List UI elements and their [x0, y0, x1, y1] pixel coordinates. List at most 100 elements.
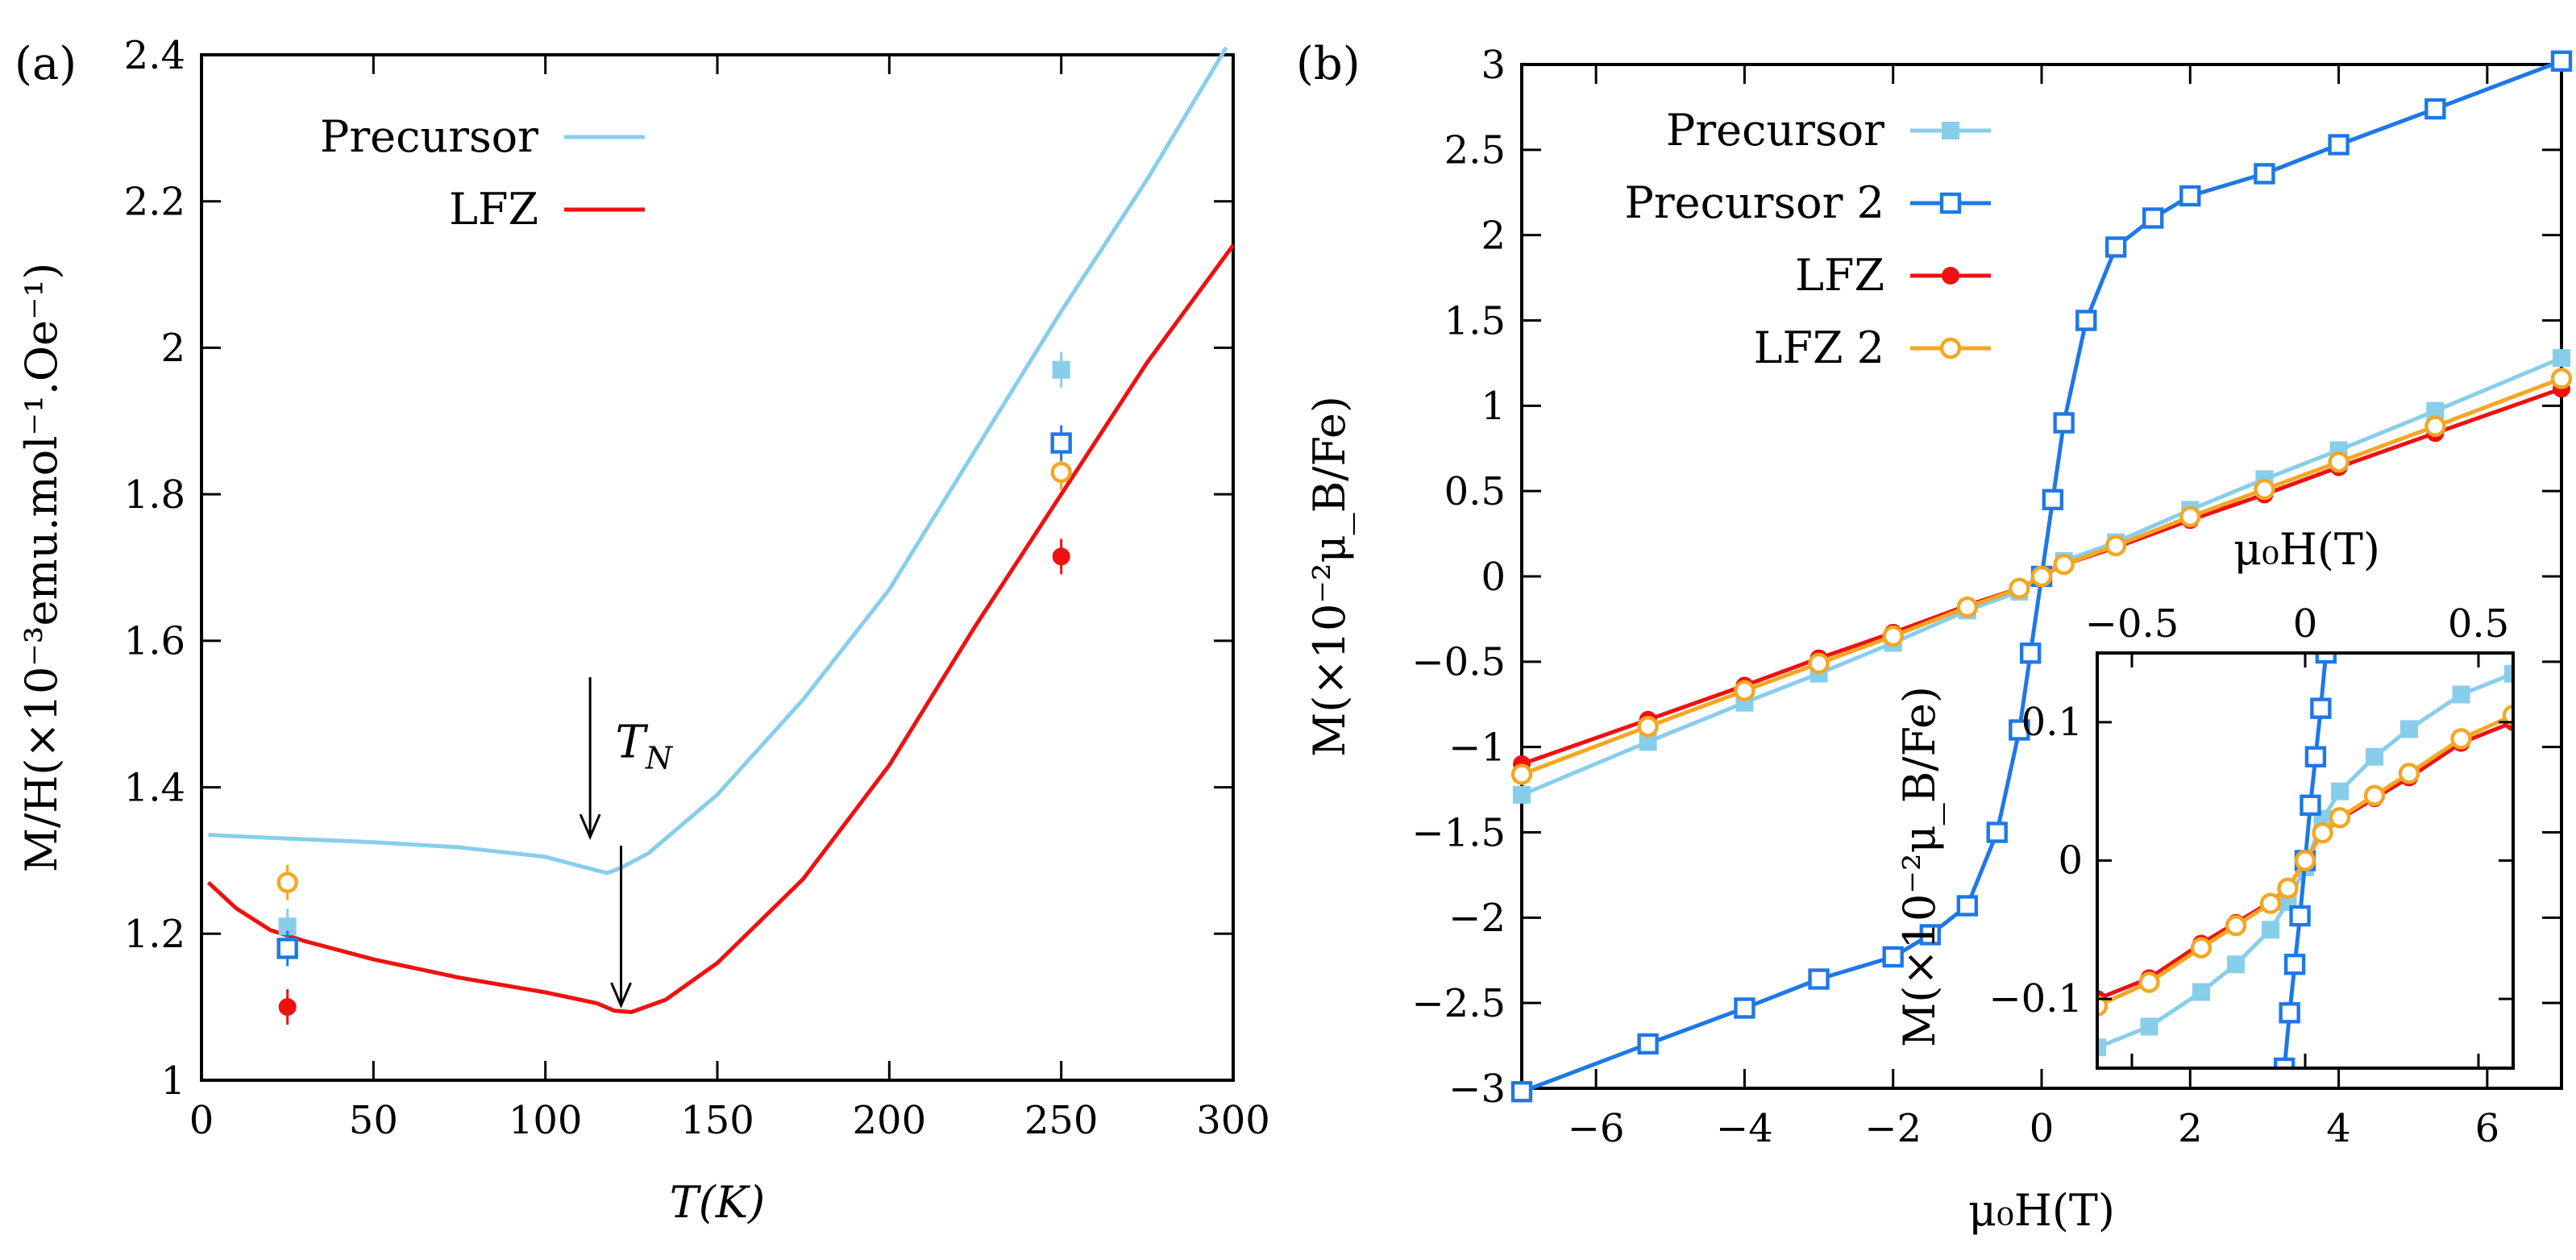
panel-b-xtick-label-4: 2 [2178, 1106, 2203, 1151]
panel-b-ytick-label-3: −1.5 [1411, 810, 1506, 855]
panel-b-ytick-label-11: 2.5 [1444, 128, 1506, 173]
inset-point-lfz-2-3 [2225, 914, 2247, 937]
panel-a-xtick-label-3: 150 [680, 1098, 754, 1143]
panel-b-point-lfz-2-1 [1637, 716, 1659, 738]
inset-xlabel: μ₀H(T) [2233, 524, 2380, 575]
panel-b-point-lfz-2-4 [1882, 625, 1904, 647]
panel-b-point-precursor-2-1 [1637, 1033, 1659, 1055]
panel-b-ytick-label-4: −1 [1448, 725, 1506, 770]
panel-b-point-precursor-2-8 [2009, 719, 2030, 741]
inset-point-lfz-2-10 [2398, 763, 2420, 784]
panel-b-legend-lfz: LFZ [1795, 250, 1884, 301]
tn-arrow-head-1 [610, 982, 632, 1008]
panel-b-point-precursor-13 [2426, 401, 2445, 420]
panel-b-ytick-label-10: 2 [1481, 213, 1506, 258]
inset-ytick-label-1: 0 [2058, 838, 2083, 884]
panel-a-xtick-label-2: 100 [509, 1098, 583, 1143]
inset-point-lfz-2-6 [2294, 850, 2316, 871]
panel-b-point-precursor-2-4 [1882, 946, 1904, 968]
inset-point-lfz-2-11 [2450, 728, 2472, 750]
panel-b-point-precursor-2-5 [1919, 924, 1941, 946]
tn-label: TN [615, 716, 673, 776]
panel-b-point-lfz-2-12 [2328, 451, 2350, 473]
panel-b-point-precursor-2-17 [2254, 163, 2275, 185]
panel-b-point-precursor-2-2 [1734, 997, 1755, 1019]
inset-point-precursor-11 [2452, 685, 2470, 704]
inset-ylabel: M(×10⁻²μ_B/Fe) [1894, 686, 1945, 1047]
panel-b-point-precursor-2-15 [2142, 207, 2164, 229]
panel-a-label: (a) [15, 38, 77, 90]
inset-point-precursor-2-1 [2279, 1002, 2300, 1024]
panel-b-point-precursor-0 [1513, 785, 1531, 804]
inset-point-precursor-2 [2192, 983, 2210, 1001]
panel-b-ytick-label-2: −2 [1448, 896, 1506, 941]
panel-b-point-precursor-2-6 [1956, 895, 1979, 917]
panel-b-point-lfz-2-2 [1734, 680, 1755, 702]
panel-a-legend-precursor: Precursor [320, 111, 538, 162]
inset-point-lfz-2-0 [2097, 995, 2109, 1017]
panel-a-frame [200, 53, 1235, 1082]
inset-point-precursor-2-8 [2315, 653, 2337, 664]
panel-b-point-lfz-2-8 [2053, 553, 2075, 576]
panel-b-point-precursor-2-12 [2053, 412, 2075, 434]
inset-point-lfz-2-9 [2363, 784, 2386, 807]
inset-point-lfz-2-2 [2190, 937, 2212, 959]
inset-point-precursor-1 [2140, 1017, 2158, 1036]
panel-b-point-lfz-2-9 [2104, 534, 2127, 557]
panel-a-xtick-label-5: 250 [1024, 1098, 1099, 1143]
inset-point-lfz-2-12 [2502, 705, 2513, 726]
panel-b-point-precursor-2-20 [2550, 50, 2573, 72]
inset-point-precursor-8 [2331, 782, 2349, 800]
inset-xtick-label-1: 0 [2293, 601, 2318, 647]
panel-b-point-lfz-2-7 [2030, 565, 2053, 588]
inset-point-lfz-2-7 [2312, 821, 2333, 844]
panel-b-point-precursor-2-7 [1986, 821, 2008, 843]
panel-a-ytick-label-1: 1.2 [124, 912, 185, 957]
panel-b-legend-precursor-2-marker [1939, 192, 1962, 214]
panel-a-ylabel: M/H(×10⁻³emu.mol⁻¹.Oe⁻¹) [16, 263, 67, 873]
panel-b-point-lfz-2-0 [1510, 763, 1533, 785]
inset-point-precursor-4 [2262, 921, 2279, 939]
panel-b-point-precursor-2-19 [2424, 98, 2446, 120]
panel-b-xtick-label-3: 0 [2030, 1106, 2055, 1151]
inset-xtick-label-2: 0.5 [2448, 601, 2509, 647]
panel-a-ytick-label-4: 1.8 [124, 472, 185, 518]
panel-b-point-precursor-14 [2553, 349, 2570, 368]
panel-b: (b) −6 −4 −2 0 2 4 6 −3 −2.5 −2 −1.5 −1 −0.5 0 0.5 1 1.5… [1296, 38, 2573, 1236]
panel-a-xtick-label-1: 50 [349, 1098, 398, 1143]
panel-a-curve-lfz [206, 243, 1236, 1014]
panel-b-legend-precursor-marker [1942, 122, 1959, 139]
panel-b-legend-precursor: Precursor [1666, 105, 1884, 156]
inset-point-precursor-2-0 [2273, 1057, 2296, 1068]
panel-a-legend-lfz: LFZ [449, 184, 538, 235]
panel-b-point-precursor-2-11 [2042, 489, 2064, 510]
panel-a-point-lfz-0 [278, 998, 297, 1017]
panel-a-point-lfz-1 [1052, 547, 1070, 566]
panel-a-xlabel: T(K) [670, 1177, 766, 1228]
inset-point-precursor-2-3 [2289, 904, 2311, 927]
panel-a-xtick-label-0: 0 [189, 1098, 214, 1143]
panel-b-xlabel: μ₀H(T) [1968, 1185, 2115, 1236]
panel-a-point-precursor-0 [278, 917, 297, 936]
inset-point-precursor-0 [2097, 1038, 2106, 1057]
panel-a-point-precursor-2-1 [1050, 432, 1072, 454]
panel-a-point-precursor-1 [1052, 360, 1070, 379]
inset-point-precursor-2-6 [2304, 746, 2327, 767]
panel-b-point-lfz-2-5 [1956, 596, 1979, 618]
panel-a-xtick-label-6: 300 [1196, 1098, 1270, 1143]
panel-b-ytick-label-12: 3 [1481, 43, 1506, 88]
panel-a-ytick-label-3: 1.6 [124, 619, 185, 664]
panel-a-point-lfz-2-1 [1050, 461, 1072, 484]
panel-b-xtick-label-5: 4 [2326, 1106, 2351, 1151]
inset-point-lfz-2-1 [2138, 971, 2160, 993]
panel-a-curve-precursor [208, 46, 1228, 875]
panel-a-point-precursor-2-0 [276, 938, 298, 959]
panel-b-point-precursor-2-14 [2104, 236, 2127, 258]
panel-b-legend-lfz-2-marker [1939, 337, 1962, 360]
panel-b-ytick-label-5: −0.5 [1411, 640, 1506, 685]
panel-b-ytick-label-9: 1.5 [1444, 298, 1506, 343]
panel-b-point-lfz-2-13 [2424, 415, 2446, 437]
inset-ytick-label-0: −0.1 [1988, 976, 2083, 1021]
panel-b-xtick-label-0: −6 [1568, 1106, 1625, 1151]
